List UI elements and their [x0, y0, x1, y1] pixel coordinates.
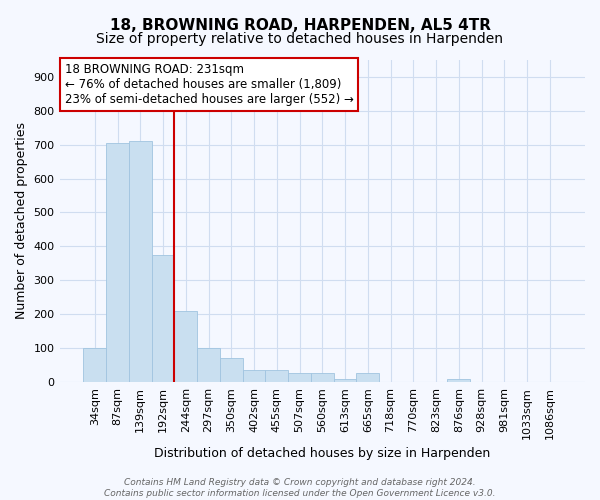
Y-axis label: Number of detached properties: Number of detached properties [15, 122, 28, 320]
Bar [448, 378, 470, 382]
Bar [220, 358, 242, 382]
Bar [106, 143, 129, 382]
Bar [152, 255, 175, 382]
Bar [83, 348, 106, 382]
Bar [175, 311, 197, 382]
Bar [356, 374, 379, 382]
Bar [288, 374, 311, 382]
Bar [129, 142, 152, 382]
X-axis label: Distribution of detached houses by size in Harpenden: Distribution of detached houses by size … [154, 447, 490, 460]
Bar [334, 378, 356, 382]
Bar [265, 370, 288, 382]
Bar [311, 374, 334, 382]
Text: Contains HM Land Registry data © Crown copyright and database right 2024.
Contai: Contains HM Land Registry data © Crown c… [104, 478, 496, 498]
Bar [197, 348, 220, 382]
Text: 18 BROWNING ROAD: 231sqm
← 76% of detached houses are smaller (1,809)
23% of sem: 18 BROWNING ROAD: 231sqm ← 76% of detach… [65, 63, 353, 106]
Text: 18, BROWNING ROAD, HARPENDEN, AL5 4TR: 18, BROWNING ROAD, HARPENDEN, AL5 4TR [110, 18, 491, 32]
Bar [242, 370, 265, 382]
Text: Size of property relative to detached houses in Harpenden: Size of property relative to detached ho… [97, 32, 503, 46]
